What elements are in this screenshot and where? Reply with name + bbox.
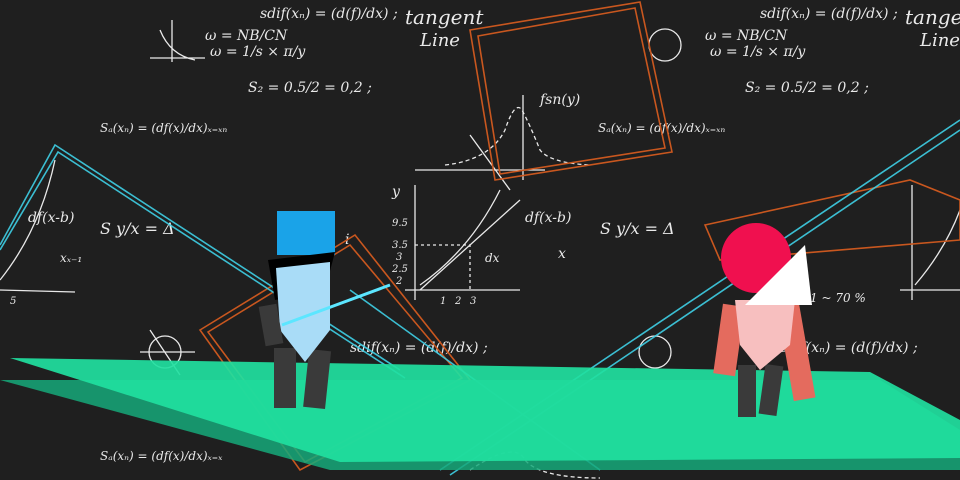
formula-sa-right: Sₐ(xₙ) = (df(x)/dx)ₓ₌ₓₙ [598, 121, 725, 135]
platform-top [10, 358, 960, 462]
chalk-bell-curve [444, 106, 591, 166]
formula-sdif-mid: sdif(xₙ) = (d(f)/dx) ; [350, 340, 488, 356]
tick-95: 9.5 [392, 218, 408, 229]
formula-sdif: sdif(xₙ) = (d(f)/dx) ; [260, 6, 398, 22]
chalk-curve-right [914, 209, 960, 286]
formula-s2: S₂ = 0.5/2 = 0,2 ; [248, 80, 372, 96]
orange-frame-top [469, 1, 673, 181]
formula-fsn: fsn(y) [539, 92, 580, 108]
orange-frame-top-inner [477, 7, 666, 175]
tick-3: 3 [396, 252, 402, 263]
tick-35: 3.5 [392, 240, 408, 251]
ground-platform [0, 358, 960, 470]
chalk-curve-left [0, 159, 56, 281]
enemy-leg-right [758, 363, 784, 417]
enemy-leg-left [738, 365, 756, 417]
player-arm [258, 303, 284, 347]
chalkboard-formulas: sdif(xₙ) = (d(f)/dx) ; tangent Line ω = … [10, 5, 960, 463]
formula-sy: S y/x = Δ [100, 219, 175, 238]
formula-df-mid: df(x-b) [525, 210, 571, 226]
formula-omega-right: ω = NB/CN [705, 28, 788, 44]
player-character [258, 211, 391, 409]
chalk-axis-left-x [0, 289, 76, 293]
formula-tangent: tangent [405, 5, 484, 29]
formula-line: Line [419, 30, 460, 51]
tick-x1: 1 [440, 296, 446, 307]
formula-xx1: xₓ₋₁ [60, 251, 82, 265]
tick-2: 2 [395, 276, 402, 287]
enemy-head [721, 223, 791, 293]
player-shirt [276, 262, 330, 362]
enemy-shard [745, 245, 812, 305]
formula-omega2-right: ω = 1/s × π/y [710, 44, 806, 60]
label-x: x [558, 246, 566, 262]
enemy-arm-left [713, 303, 745, 377]
formula-sa-bottom: Sₐ(xₙ) = (df(x)/dx)ₓ₌ₓ [100, 449, 223, 463]
chalkboard-drawings [0, 20, 960, 479]
enemy-character [713, 223, 816, 417]
formula-omega2: ω = 1/s × π/y [210, 44, 306, 60]
formula-percent: 1 ~ 70 % [810, 291, 866, 305]
formula-sdif-mid-right: sdif(xₙ) = (d(f)/dx) ; [780, 340, 918, 356]
tick-x2: 2 [454, 296, 461, 307]
tick-x5: 5 [10, 296, 16, 307]
player-leg-left [274, 348, 296, 408]
formula-sdif-right: sdif(xₙ) = (d(f)/dx) ; [760, 6, 898, 22]
formula-sa: Sₐ(xₙ) = (df(x)/dx)ₓ₌ₓₙ [100, 121, 227, 135]
formula-tangent-right: tangent [905, 5, 960, 29]
enemy-body [735, 300, 795, 370]
label-y: y [391, 184, 401, 200]
formula-sy-right: S y/x = Δ [600, 219, 675, 238]
chalk-dash-mid [415, 244, 471, 290]
formula-line-right: Line [919, 30, 960, 51]
chalk-curve-mid [419, 189, 501, 286]
player-sword [281, 283, 391, 327]
chalk-graph-top-left [150, 20, 205, 62]
player-leg-right [303, 349, 332, 409]
formula-s2-right: S₂ = 0.5/2 = 0,2 ; [745, 80, 869, 96]
chalk-tangent-line [469, 134, 511, 191]
formula-omega: ω = NB/CN [205, 28, 288, 44]
formula-df: df(x-b) [28, 210, 74, 226]
tick-x3: 3 [470, 296, 476, 307]
tick-25: 2.5 [391, 264, 408, 275]
player-head [277, 211, 335, 255]
formula-dx: dx [485, 251, 500, 265]
